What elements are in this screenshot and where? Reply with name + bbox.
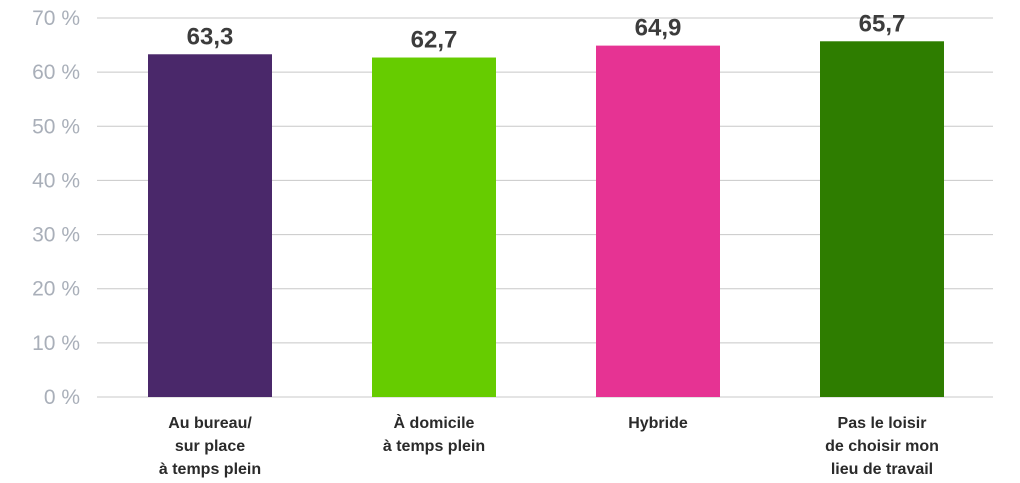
category-label: Hybride [628, 415, 688, 432]
bar [596, 45, 720, 398]
category-labels: Au bureau/sur place à temps plein À domici… [159, 413, 939, 478]
y-tick-label: 50 % [32, 115, 80, 138]
y-tick-label: 60 % [32, 61, 80, 84]
y-tick-label: 70 % [32, 7, 80, 30]
bar [148, 54, 272, 397]
y-tick-label: 20 % [32, 278, 80, 301]
y-tick-label: 40 % [32, 169, 80, 192]
category-label: Au bureau/sur place à temps plein [159, 415, 261, 478]
bar [372, 57, 496, 397]
bars [148, 41, 944, 398]
bar-value-label: 62,7 [411, 27, 458, 54]
bar-value-label: 65,7 [859, 10, 906, 37]
bar-value-label: 63,3 [187, 23, 234, 50]
y-tick-label: 30 % [32, 224, 80, 247]
category-label: Pas le loisir de choisir mon lieu de trava… [825, 415, 939, 478]
y-axis-tick-labels: 0 % 10 % 20 % 30 % 40 % 50 % 60 % 70 % [32, 7, 80, 409]
value-labels: 63,3 62,7 64,9 65,7 [187, 10, 906, 53]
bar-value-label: 64,9 [635, 15, 682, 42]
category-label: À domicile à temps plein [383, 413, 485, 455]
y-tick-label: 10 % [32, 332, 80, 355]
bar [820, 41, 944, 397]
y-tick-label: 0 % [44, 386, 80, 409]
